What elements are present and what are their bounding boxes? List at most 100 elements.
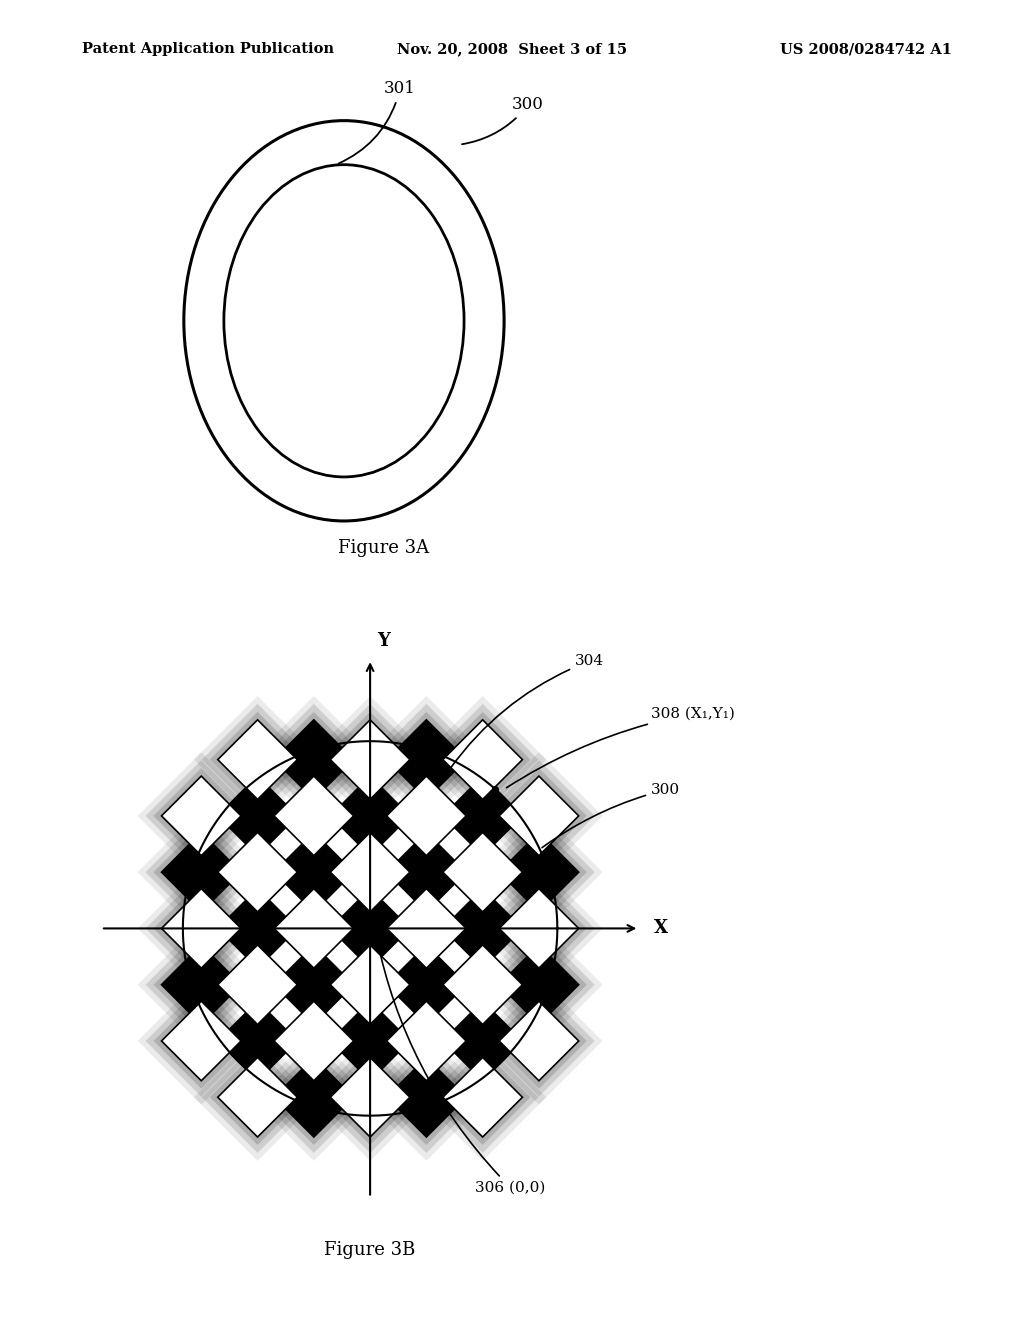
Polygon shape — [250, 1034, 378, 1160]
Polygon shape — [499, 833, 579, 912]
Polygon shape — [306, 1034, 434, 1160]
Polygon shape — [266, 1049, 361, 1144]
Polygon shape — [162, 888, 241, 968]
Polygon shape — [483, 873, 595, 985]
Polygon shape — [499, 776, 579, 855]
Polygon shape — [483, 929, 595, 1040]
Polygon shape — [137, 752, 265, 879]
Polygon shape — [202, 704, 313, 816]
Polygon shape — [306, 696, 434, 824]
Polygon shape — [274, 1057, 353, 1137]
Polygon shape — [162, 1001, 241, 1081]
Polygon shape — [442, 1001, 522, 1081]
Polygon shape — [154, 937, 249, 1032]
Polygon shape — [387, 888, 466, 968]
Polygon shape — [475, 865, 602, 993]
Polygon shape — [419, 696, 547, 824]
Polygon shape — [371, 1041, 482, 1152]
Polygon shape — [250, 696, 378, 824]
Polygon shape — [499, 888, 579, 968]
Polygon shape — [274, 945, 353, 1024]
Text: Figure 3A: Figure 3A — [339, 539, 429, 557]
Polygon shape — [194, 1034, 322, 1160]
Polygon shape — [442, 1057, 522, 1137]
Polygon shape — [145, 873, 257, 985]
Polygon shape — [323, 1049, 418, 1144]
Polygon shape — [427, 704, 539, 816]
Polygon shape — [145, 985, 257, 1097]
Polygon shape — [331, 1001, 410, 1081]
Polygon shape — [274, 719, 353, 800]
Polygon shape — [442, 776, 522, 855]
Polygon shape — [274, 888, 353, 968]
Polygon shape — [218, 1057, 297, 1137]
Polygon shape — [475, 921, 602, 1048]
Polygon shape — [492, 825, 587, 920]
Polygon shape — [162, 776, 241, 855]
Text: Y: Y — [377, 632, 390, 651]
Polygon shape — [218, 945, 297, 1024]
Polygon shape — [387, 776, 466, 855]
Polygon shape — [218, 1001, 297, 1081]
Text: X: X — [654, 920, 668, 937]
Polygon shape — [492, 937, 587, 1032]
Polygon shape — [154, 768, 249, 863]
Polygon shape — [419, 1034, 547, 1160]
Polygon shape — [442, 888, 522, 968]
Polygon shape — [314, 1041, 426, 1152]
Polygon shape — [483, 760, 595, 871]
Polygon shape — [499, 1001, 579, 1081]
Polygon shape — [387, 1001, 466, 1081]
Polygon shape — [137, 977, 265, 1105]
Polygon shape — [137, 808, 265, 936]
Polygon shape — [435, 711, 530, 808]
Polygon shape — [499, 945, 579, 1024]
Polygon shape — [435, 1049, 530, 1144]
Text: 301: 301 — [339, 81, 416, 164]
Polygon shape — [274, 1001, 353, 1081]
Polygon shape — [154, 880, 249, 977]
Text: 300: 300 — [542, 783, 680, 847]
Polygon shape — [492, 993, 587, 1089]
Text: Figure 3B: Figure 3B — [325, 1241, 416, 1259]
Polygon shape — [387, 719, 466, 800]
Polygon shape — [274, 776, 353, 855]
Polygon shape — [202, 1041, 313, 1152]
Text: 306 (0,0): 306 (0,0) — [377, 937, 546, 1195]
Text: Nov. 20, 2008  Sheet 3 of 15: Nov. 20, 2008 Sheet 3 of 15 — [397, 42, 627, 57]
Polygon shape — [218, 888, 297, 968]
Polygon shape — [331, 833, 410, 912]
Polygon shape — [210, 1049, 305, 1144]
Polygon shape — [218, 833, 297, 912]
Polygon shape — [162, 945, 241, 1024]
Polygon shape — [475, 977, 602, 1105]
Polygon shape — [442, 833, 522, 912]
Polygon shape — [331, 888, 410, 968]
Text: 304: 304 — [452, 655, 604, 767]
Polygon shape — [492, 880, 587, 977]
Polygon shape — [210, 711, 305, 808]
Polygon shape — [154, 825, 249, 920]
Polygon shape — [194, 696, 322, 824]
Polygon shape — [154, 993, 249, 1089]
Polygon shape — [162, 833, 241, 912]
Polygon shape — [362, 696, 490, 824]
Polygon shape — [427, 1041, 539, 1152]
Polygon shape — [258, 1041, 370, 1152]
Polygon shape — [492, 768, 587, 863]
Text: 300: 300 — [462, 96, 544, 144]
Polygon shape — [314, 704, 426, 816]
Polygon shape — [145, 929, 257, 1040]
Polygon shape — [387, 945, 466, 1024]
Polygon shape — [218, 776, 297, 855]
Polygon shape — [442, 719, 522, 800]
Polygon shape — [218, 719, 297, 800]
Polygon shape — [331, 776, 410, 855]
Polygon shape — [266, 711, 361, 808]
Polygon shape — [331, 719, 410, 800]
Polygon shape — [475, 808, 602, 936]
Polygon shape — [387, 833, 466, 912]
Text: Patent Application Publication: Patent Application Publication — [82, 42, 334, 57]
Text: US 2008/0284742 A1: US 2008/0284742 A1 — [780, 42, 952, 57]
Polygon shape — [323, 711, 418, 808]
